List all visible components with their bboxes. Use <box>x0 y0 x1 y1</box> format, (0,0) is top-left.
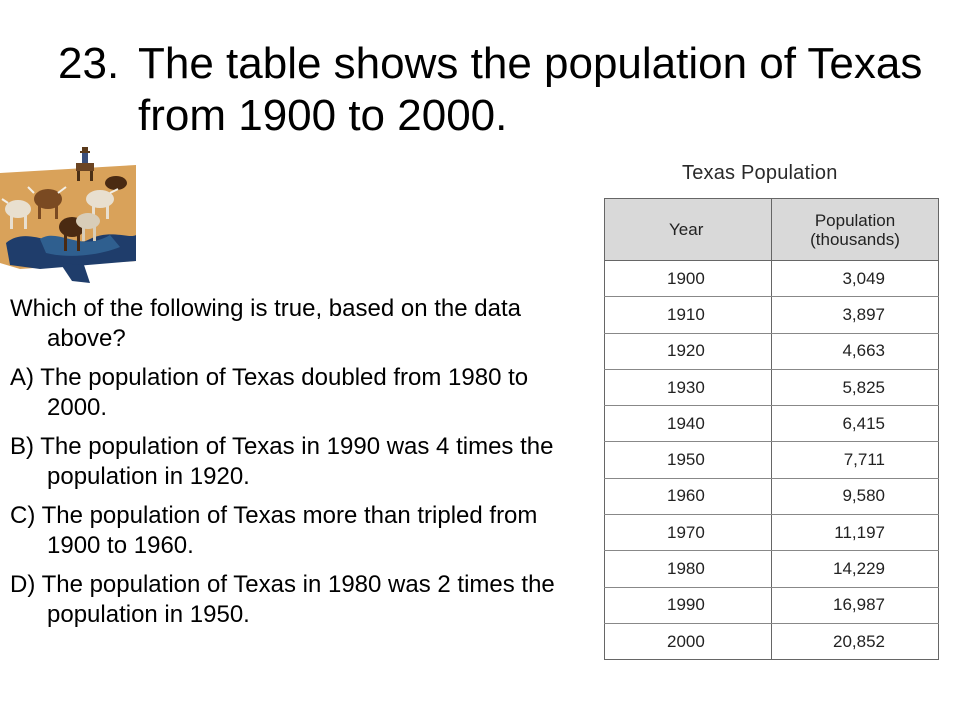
population-cell: 3,049 <box>771 260 939 298</box>
population-table: Year Population (thousands) 1900 3,049 19… <box>604 198 939 661</box>
question-block: Which of the following is true, based on… <box>10 294 570 639</box>
option-letter: B) <box>10 433 34 460</box>
year-cell: 1910 <box>604 296 772 334</box>
option-letter: D) <box>10 571 36 598</box>
question-number: 23. <box>58 39 120 88</box>
year-cell: 1900 <box>604 260 772 298</box>
population-cell: 16,987 <box>771 587 939 624</box>
year-cell: 1920 <box>604 333 772 370</box>
option-text: The population of Texas more than triple… <box>41 502 538 559</box>
option-d: D) The population of Texas in 1980 was 2… <box>10 570 570 630</box>
table-row: 1940 6,415 <box>604 405 939 443</box>
option-letter: A) <box>10 364 34 391</box>
option-b: B) The population of Texas in 1990 was 4… <box>10 432 570 492</box>
table-row: 1920 4,663 <box>604 333 939 370</box>
table-row: 1930 5,825 <box>604 369 939 407</box>
year-cell: 1960 <box>604 478 772 516</box>
year-cell: 1930 <box>604 369 772 407</box>
population-cell: 6,415 <box>771 405 939 443</box>
table-row: 1990 16,987 <box>604 587 939 624</box>
option-a: A) The population of Texas doubled from … <box>10 363 570 423</box>
table-title: Texas Population <box>682 162 838 184</box>
header-year: Year <box>604 198 772 261</box>
option-letter: C) <box>10 502 36 529</box>
population-cell: 3,897 <box>771 296 939 334</box>
table-row: 1980 14,229 <box>604 550 939 588</box>
year-cell: 1940 <box>604 405 772 443</box>
year-cell: 1970 <box>604 514 772 552</box>
table-row: 2000 20,852 <box>604 623 939 661</box>
cattle-drive-icon <box>0 143 136 283</box>
population-cell: 20,852 <box>771 623 939 661</box>
year-cell: 2000 <box>604 623 772 661</box>
population-cell: 9,580 <box>771 478 939 516</box>
option-text: The population of Texas in 1980 was 2 ti… <box>41 571 555 628</box>
year-cell: 1950 <box>604 441 772 479</box>
table-row: 1960 9,580 <box>604 478 939 516</box>
population-cell: 11,197 <box>771 514 939 552</box>
year-cell: 1990 <box>604 587 772 624</box>
population-cell: 7,711 <box>771 441 939 479</box>
table-row: 1910 3,897 <box>604 296 939 334</box>
table-row: 1900 3,049 <box>604 260 939 298</box>
population-cell: 5,825 <box>771 369 939 407</box>
title-text: The table shows the population of Texas … <box>138 39 923 140</box>
table-row: 1950 7,711 <box>604 441 939 479</box>
table-row: 1970 11,197 <box>604 514 939 552</box>
header-population: Population (thousands) <box>771 198 939 261</box>
question-prompt: Which of the following is true, based on… <box>10 295 521 352</box>
population-cell: 4,663 <box>771 333 939 370</box>
option-text: The population of Texas doubled from 198… <box>40 364 529 421</box>
population-cell: 14,229 <box>771 550 939 588</box>
table-header-row: Year Population (thousands) <box>604 198 939 261</box>
option-text: The population of Texas in 1990 was 4 ti… <box>40 433 554 490</box>
option-c: C) The population of Texas more than tri… <box>10 501 570 561</box>
year-cell: 1980 <box>604 550 772 588</box>
